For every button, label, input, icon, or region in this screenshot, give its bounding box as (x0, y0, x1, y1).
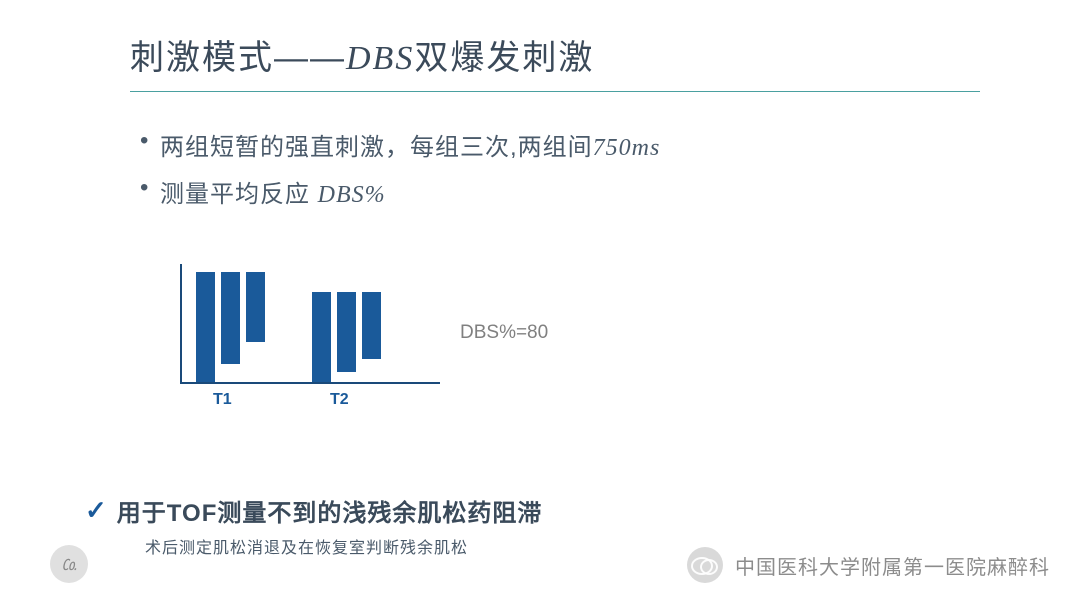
checkmark-line: ✓ 用于TOF测量不到的浅残余肌松药阻滞 (85, 493, 542, 528)
title-prefix: 刺激模式—— (130, 39, 346, 77)
title-underline (130, 91, 980, 92)
bar-group-t1 (196, 272, 265, 382)
bar-group-t2 (312, 292, 381, 382)
bar-t2-1 (312, 292, 331, 382)
bullet-2-part-2: DBS% (318, 182, 386, 208)
title-suffix: 双爆发刺激 (414, 39, 594, 77)
wechat-icon (687, 547, 723, 583)
watermark-text: 中国医科大学附属第一医院麻醉科 (735, 551, 1050, 580)
chart-axes (180, 264, 440, 384)
bar-t1-2 (221, 272, 240, 364)
bullet-1-part-2: 750ms (593, 135, 661, 161)
checkmark-icon: ✓ (85, 495, 107, 526)
axis-label-t2: T2 (330, 391, 349, 409)
axis-label-t1: T1 (213, 391, 232, 409)
dbs-chart: T1 T2 DBS%=80 (180, 259, 580, 414)
bullet-item-1: 两组短暂的强直刺激，每组三次,两组间750ms (140, 127, 980, 162)
bar-t2-3 (362, 292, 381, 359)
bullet-2-part-1: 测量平均反应 (160, 181, 318, 208)
chart-value-label: DBS%=80 (460, 322, 548, 344)
slide-title: 刺激模式——DBS双爆发刺激 (130, 30, 980, 79)
bullet-item-2: 测量平均反应 DBS% (140, 174, 980, 209)
watermark: 中国医科大学附属第一医院麻醉科 (687, 547, 1050, 583)
checkmark-text: 用于TOF测量不到的浅残余肌松药阻滞 (117, 493, 543, 528)
bar-t1-3 (246, 272, 265, 342)
ge-logo-icon: ㏇ (50, 545, 88, 583)
slide-container: 刺激模式——DBS双爆发刺激 两组短暂的强直刺激，每组三次,两组间750ms 测… (0, 0, 1080, 608)
bullet-list: 两组短暂的强直刺激，每组三次,两组间750ms 测量平均反应 DBS% (140, 127, 980, 209)
title-italic: DBS (346, 40, 414, 77)
bullet-1-part-1: 两组短暂的强直刺激，每组三次,两组间 (160, 134, 593, 161)
bar-t2-2 (337, 292, 356, 372)
sub-note: 术后测定肌松消退及在恢复室判断残余肌松 (145, 534, 468, 558)
bar-t1-1 (196, 272, 215, 382)
